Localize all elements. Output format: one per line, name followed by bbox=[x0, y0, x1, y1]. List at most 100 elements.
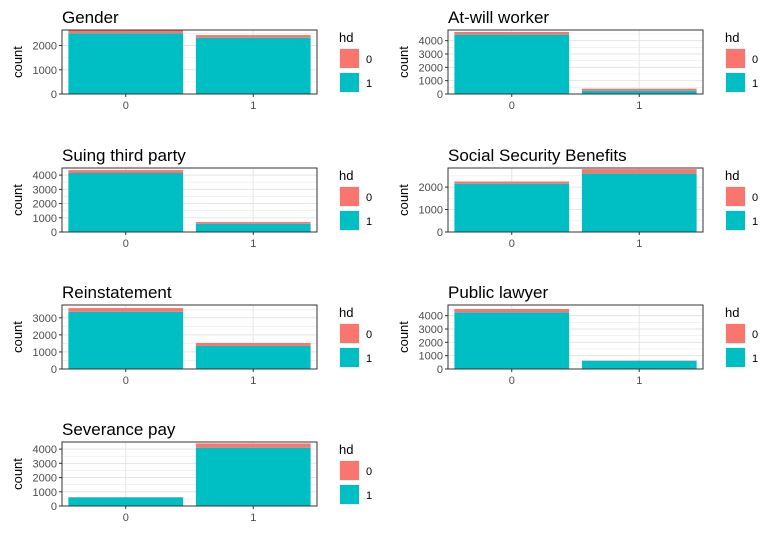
panel-title: Public lawyer bbox=[448, 283, 548, 302]
plot-border bbox=[61, 29, 318, 95]
bar-1-hd1 bbox=[581, 90, 697, 94]
legend-label-hd1: 1 bbox=[752, 78, 758, 90]
y-axis-title: count bbox=[10, 184, 25, 216]
x-tick-label: 0 bbox=[123, 100, 129, 112]
legend-swatch-hd1 bbox=[726, 348, 745, 367]
legend-label-hd1: 1 bbox=[752, 216, 758, 228]
y-tick-label: 0 bbox=[51, 364, 57, 376]
legend-title: hd bbox=[725, 30, 739, 45]
y-tick-label: 1000 bbox=[419, 76, 443, 88]
bar-0-hd1 bbox=[68, 311, 184, 369]
legend-label-hd0: 0 bbox=[752, 329, 758, 341]
bar-0-hd1 bbox=[454, 312, 570, 369]
bar-0-hd1 bbox=[68, 33, 184, 94]
y-tick-label: 1000 bbox=[33, 487, 57, 499]
panel-title: Social Security Benefits bbox=[448, 146, 627, 165]
y-axis-title: count bbox=[10, 458, 25, 490]
legend-label-hd1: 1 bbox=[366, 216, 372, 228]
legend-title: hd bbox=[725, 305, 739, 320]
y-tick-label: 3000 bbox=[33, 458, 57, 470]
y-tick-label: 3000 bbox=[33, 184, 57, 196]
y-tick-label: 1000 bbox=[33, 65, 57, 77]
bar-1-hd1 bbox=[581, 173, 697, 232]
bar-1-hd1 bbox=[195, 447, 311, 506]
chart-panel-4: 0 1000 2000 0 1 Social Security Benefits count… bbox=[396, 146, 758, 250]
y-tick-label: 2000 bbox=[419, 337, 443, 349]
bar-1-hd0 bbox=[581, 169, 697, 174]
panel-title: Reinstatement bbox=[62, 283, 172, 302]
bar-1-hd1 bbox=[195, 223, 311, 232]
x-tick-label: 0 bbox=[123, 375, 129, 387]
chart-panel-3: 0 1000 2000 3000 4000 0 1 Suing third party coun… bbox=[10, 146, 372, 250]
y-tick-label: 2000 bbox=[419, 182, 443, 194]
legend-swatch-hd0 bbox=[726, 187, 745, 206]
chart-panel-5: 0 1000 2000 3000 0 1 Reinstatement count hd 0 1 bbox=[10, 283, 372, 387]
panel-title: At-will worker bbox=[448, 8, 549, 27]
legend-swatch-hd1 bbox=[340, 211, 359, 230]
bar-1-hd0 bbox=[581, 88, 697, 91]
bar-0-hd1 bbox=[68, 172, 184, 232]
legend: hd 0 1 bbox=[725, 168, 758, 231]
y-axis-title: count bbox=[10, 321, 25, 353]
x-tick-label: 1 bbox=[250, 238, 256, 250]
legend-title: hd bbox=[339, 305, 353, 320]
y-axis-title: count bbox=[396, 184, 411, 216]
legend: hd 0 1 bbox=[725, 30, 758, 93]
bar-1-hd1 bbox=[195, 345, 311, 369]
legend: hd 0 1 bbox=[339, 168, 372, 231]
y-tick-label: 4000 bbox=[419, 36, 443, 48]
y-tick-label: 4000 bbox=[419, 311, 443, 323]
plot-border bbox=[61, 167, 318, 233]
bar-0-hd1 bbox=[454, 183, 570, 232]
bar-1-hd0 bbox=[195, 35, 311, 38]
y-tick-label: 0 bbox=[51, 227, 57, 239]
plot-border bbox=[447, 29, 704, 95]
legend: hd 0 1 bbox=[339, 305, 372, 368]
legend-swatch-hd1 bbox=[340, 485, 359, 504]
chart-panel-1: 0 1000 2000 0 1 Gender count hd 0 1 bbox=[10, 8, 372, 112]
y-tick-label: 1000 bbox=[419, 351, 443, 363]
legend-title: hd bbox=[339, 442, 353, 457]
bar-0-hd0 bbox=[68, 170, 184, 173]
y-tick-label: 0 bbox=[437, 89, 443, 101]
y-tick-label: 0 bbox=[51, 501, 57, 513]
legend-title: hd bbox=[339, 168, 353, 183]
y-tick-label: 4000 bbox=[33, 444, 57, 456]
bar-0-hd1 bbox=[68, 497, 184, 506]
legend-swatch-hd1 bbox=[340, 348, 359, 367]
y-tick-label: 1000 bbox=[33, 213, 57, 225]
legend-label-hd0: 0 bbox=[752, 192, 758, 204]
bar-0-hd0 bbox=[454, 32, 570, 35]
bar-1-hd1 bbox=[581, 360, 697, 369]
bar-1-hd0 bbox=[195, 222, 311, 224]
bar-0-hd0 bbox=[68, 308, 184, 312]
y-tick-label: 2000 bbox=[33, 473, 57, 485]
x-tick-label: 1 bbox=[636, 375, 642, 387]
y-tick-label: 3000 bbox=[33, 313, 57, 325]
legend-label-hd0: 0 bbox=[366, 329, 372, 341]
x-tick-label: 1 bbox=[636, 238, 642, 250]
legend-label-hd1: 1 bbox=[366, 78, 372, 90]
y-tick-label: 2000 bbox=[33, 330, 57, 342]
y-tick-label: 2000 bbox=[419, 62, 443, 74]
y-tick-label: 4000 bbox=[33, 170, 57, 182]
x-tick-label: 0 bbox=[509, 100, 515, 112]
legend-swatch-hd1 bbox=[726, 73, 745, 92]
plot-border bbox=[447, 304, 704, 370]
legend: hd 0 1 bbox=[339, 442, 372, 505]
legend-swatch-hd0 bbox=[340, 49, 359, 68]
legend-title: hd bbox=[339, 30, 353, 45]
legend-swatch-hd0 bbox=[340, 461, 359, 480]
panel-title: Suing third party bbox=[62, 146, 186, 165]
legend-title: hd bbox=[725, 168, 739, 183]
y-axis-title: count bbox=[396, 321, 411, 353]
bar-1-hd0 bbox=[195, 342, 311, 346]
legend: hd 0 1 bbox=[725, 305, 758, 368]
legend-swatch-hd1 bbox=[726, 211, 745, 230]
y-tick-label: 0 bbox=[437, 227, 443, 239]
x-tick-label: 1 bbox=[250, 100, 256, 112]
x-tick-label: 0 bbox=[123, 238, 129, 250]
plot-border bbox=[447, 167, 704, 233]
y-tick-label: 2000 bbox=[33, 199, 57, 211]
